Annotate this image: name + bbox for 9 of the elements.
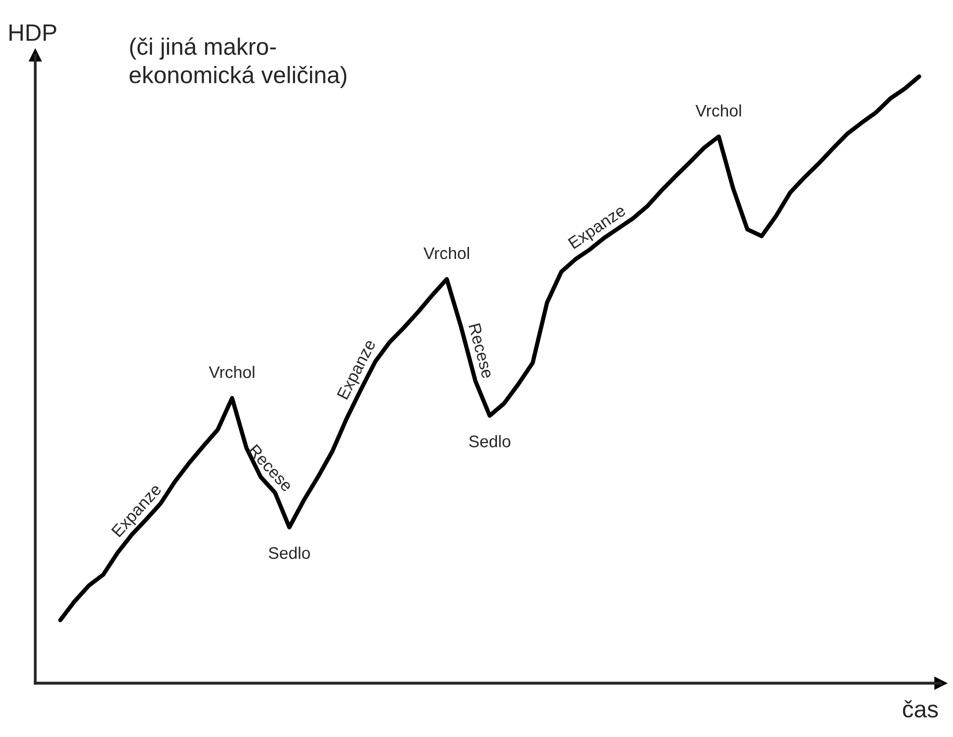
annotation: Vrchol (696, 104, 741, 117)
annotation: Sedlo (268, 546, 310, 559)
y-axis-title: HDP (10, 24, 56, 41)
annotation: (či jiná makro- ekonomická veličina) (130, 37, 346, 88)
annotation: Vrchol (208, 366, 254, 378)
x-axis-title: čas (902, 700, 938, 718)
annotation: Vrchol (424, 246, 469, 260)
annotation: Sedlo (469, 435, 510, 448)
annotation: Recese (468, 323, 494, 379)
